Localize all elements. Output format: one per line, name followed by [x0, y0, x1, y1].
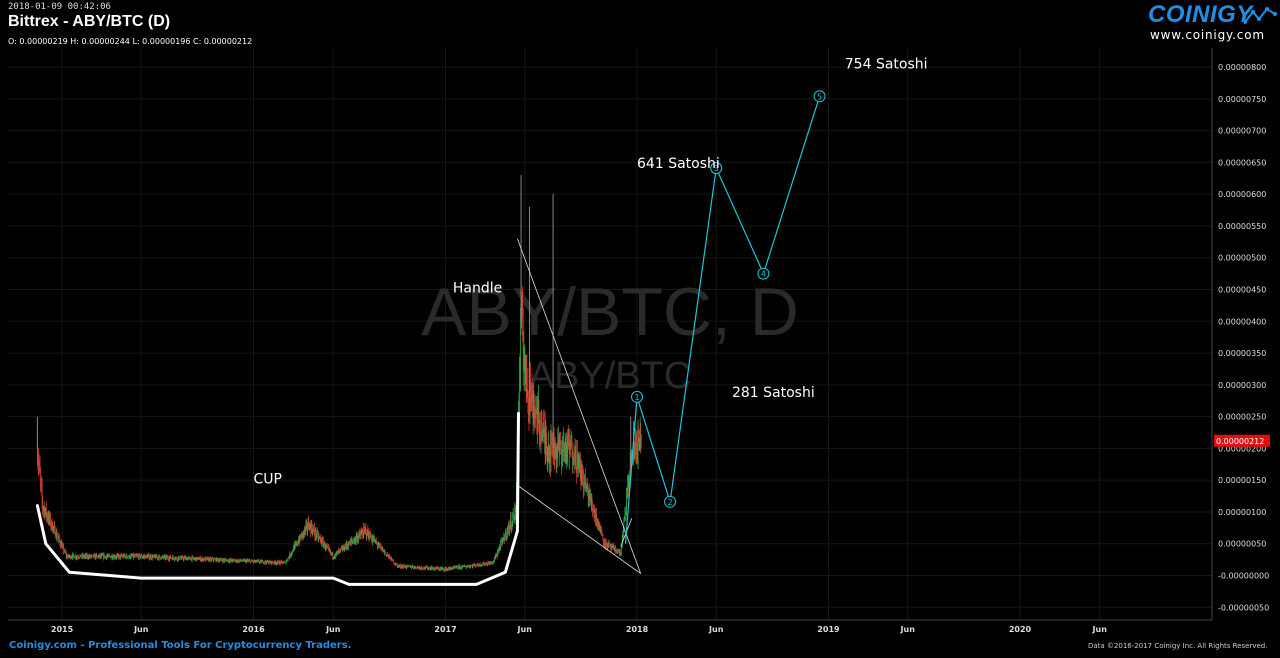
- y-tick-label: 0.00000250: [1218, 413, 1266, 422]
- x-tick-label: Jun: [900, 625, 916, 634]
- wave-point-marker: [664, 495, 677, 508]
- x-tick-label: 2018: [626, 625, 649, 634]
- wave-point-label: 3: [714, 164, 719, 173]
- wave-point-marker: [631, 390, 644, 403]
- wave-point-label: 2: [668, 498, 673, 507]
- y-tick-label: 0.00000500: [1218, 254, 1266, 263]
- x-tick-label: Jun: [708, 625, 724, 634]
- footer-tagline[interactable]: Coinigy.com - Professional Tools For Cry…: [9, 640, 352, 651]
- wedge-trendline: [517, 484, 641, 574]
- watermark-main: ABY/BTC, D: [421, 274, 799, 350]
- wave-point-marker: [757, 267, 770, 280]
- x-tick-label: 2017: [434, 625, 456, 634]
- y-tick-label: 0.00000400: [1218, 317, 1266, 326]
- wedge-trendline: [517, 238, 642, 574]
- y-tick-label: 0.00000800: [1218, 63, 1266, 72]
- chart-annotation: CUP: [254, 471, 282, 487]
- y-tick-label: 0.00000150: [1218, 476, 1266, 485]
- chart-timestamp: 2018-01-09 00:42:06: [8, 2, 111, 12]
- wave-path: [624, 96, 821, 544]
- last-price-label: 0.00000212: [1216, 437, 1264, 446]
- x-tick-label: 2020: [1009, 625, 1032, 634]
- chart-title: Bittrex - ABY/BTC (D): [8, 13, 171, 30]
- y-tick-label: 0.00000100: [1218, 508, 1266, 517]
- chart-annotation: 641 Satoshi: [637, 156, 720, 172]
- x-tick-label: 2016: [242, 625, 265, 634]
- y-tick-label: 0.00000450: [1218, 286, 1266, 295]
- last-price-tag: [1214, 434, 1270, 447]
- footer-copyright: Data ©2016-2017 Coinigy Inc. All Rights …: [1088, 642, 1268, 650]
- wave-point-marker: [813, 90, 826, 103]
- y-tick-label: 0.00000300: [1218, 381, 1266, 390]
- y-tick-label: -0.00000000: [1218, 572, 1269, 581]
- x-tick-label: Jun: [133, 625, 149, 634]
- logo-url: www.coinigy.com: [1150, 28, 1265, 42]
- chart-annotation: 281 Satoshi: [732, 385, 815, 401]
- y-tick-label: 0.00000750: [1218, 95, 1266, 104]
- y-tick-label: 0.00000600: [1218, 190, 1266, 199]
- y-tick-label: 0.00000700: [1218, 127, 1266, 136]
- wave-point-marker: [710, 162, 723, 175]
- wave-point-label: 4: [761, 270, 766, 279]
- y-tick-label: 0.00000650: [1218, 158, 1266, 167]
- x-tick-label: Jun: [1092, 625, 1108, 634]
- wave-point-label: 5: [817, 92, 822, 101]
- coinigy-logo[interactable]: COINIGY www.coinigy.com: [1148, 0, 1278, 46]
- chart-annotation: 754 Satoshi: [845, 56, 928, 72]
- logo-chart-icon: [1244, 7, 1277, 24]
- x-tick-label: Jun: [325, 625, 341, 634]
- y-tick-label: 0.00000350: [1218, 349, 1266, 358]
- y-tick-label: 0.00000200: [1218, 444, 1266, 453]
- watermark-sub: ABY/BTC: [529, 355, 692, 397]
- candles: [36, 175, 642, 573]
- wave-point-label: 1: [634, 393, 639, 402]
- y-tick-label: -0.00000050: [1218, 603, 1269, 612]
- x-tick-label: Jun: [517, 625, 533, 634]
- chart-annotation: Handle: [453, 281, 502, 297]
- x-tick-label: 2015: [51, 625, 74, 634]
- y-tick-label: 0.00000550: [1218, 222, 1266, 231]
- x-tick-label: 2019: [817, 625, 840, 634]
- chart-grid: [8, 48, 1212, 620]
- ohlc-readout: O: 0.00000219 H: 0.00000244 L: 0.0000019…: [8, 37, 253, 46]
- cup-curve: [35, 411, 520, 586]
- logo-wordmark: COINIGY: [1148, 1, 1253, 28]
- y-tick-label: 0.00000050: [1218, 540, 1266, 549]
